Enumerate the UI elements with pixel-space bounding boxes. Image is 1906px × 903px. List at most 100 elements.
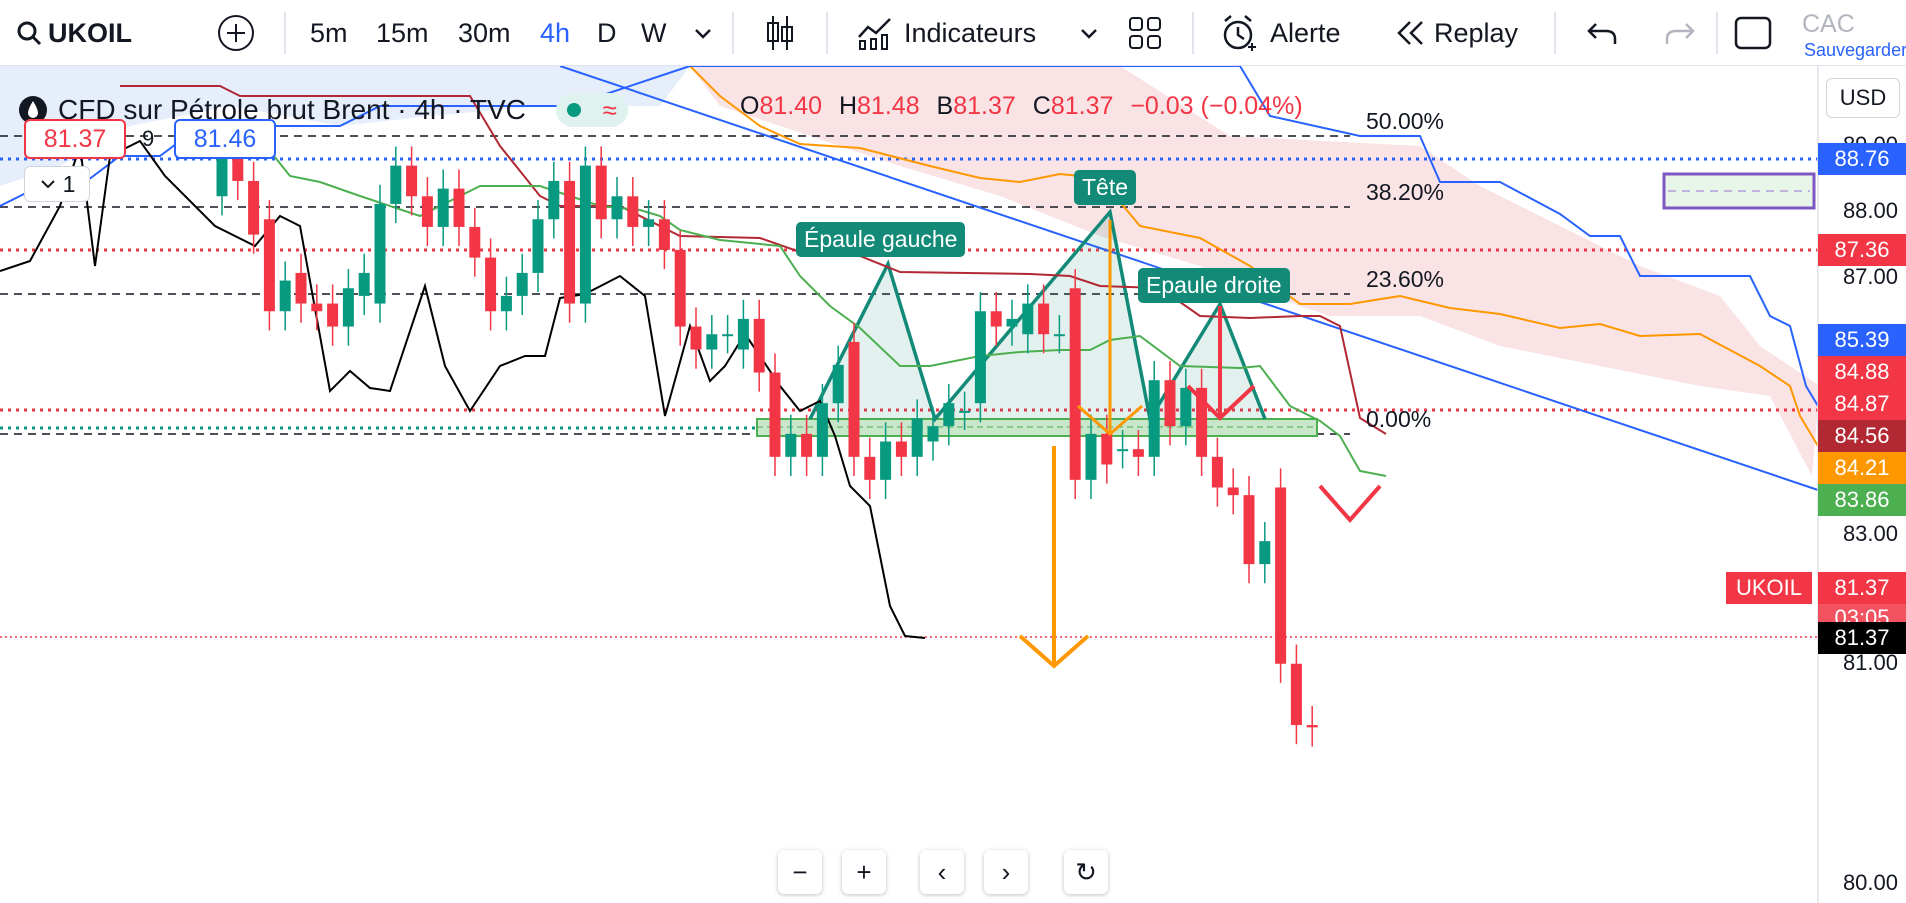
candle bbox=[832, 364, 844, 404]
indicators-dropdown[interactable] bbox=[1078, 0, 1100, 66]
chart-type-button[interactable] bbox=[764, 0, 796, 66]
interval-d[interactable]: D bbox=[597, 0, 617, 66]
interval-4h[interactable]: 4h bbox=[540, 0, 570, 66]
interval-dropdown[interactable] bbox=[692, 0, 714, 66]
symbol-search[interactable]: UKOIL bbox=[16, 0, 132, 66]
top-toolbar: UKOIL 5m 15m 30m 4h D W Indicateurs Aler… bbox=[0, 0, 1906, 66]
price-tag: 87.36 bbox=[1818, 234, 1906, 266]
ichimoku-leading-blue bbox=[0, 66, 1819, 407]
price-chart[interactable] bbox=[0, 66, 1906, 903]
candle bbox=[485, 257, 497, 312]
candle bbox=[658, 219, 670, 250]
alert-label: Alerte bbox=[1270, 17, 1341, 48]
candle bbox=[390, 165, 402, 204]
chart-pane[interactable]: CFD sur Pétrole brut Brent · 4h · TVC ≈ … bbox=[0, 66, 1906, 903]
candle bbox=[769, 372, 781, 457]
indicators-button[interactable]: Indicateurs bbox=[856, 0, 1036, 66]
separator bbox=[826, 12, 828, 54]
lots-selector[interactable]: 1 bbox=[24, 166, 90, 202]
redo-button[interactable] bbox=[1664, 0, 1696, 66]
layouts-button[interactable] bbox=[1128, 0, 1162, 66]
candle bbox=[1038, 303, 1050, 335]
candle bbox=[406, 165, 418, 197]
label-left-shoulder[interactable]: Épaule gauche bbox=[796, 222, 966, 257]
interval-30m[interactable]: 30m bbox=[458, 0, 511, 66]
interval-label: D bbox=[597, 17, 617, 48]
reset-chart-button[interactable]: ↻ bbox=[1064, 850, 1108, 894]
chevron-down-icon bbox=[40, 180, 55, 189]
candle bbox=[421, 196, 433, 227]
sell-button[interactable]: 81.37 bbox=[24, 119, 126, 159]
candle bbox=[1243, 495, 1255, 565]
candle bbox=[864, 456, 876, 480]
nav-label: ‹ bbox=[937, 856, 947, 887]
candle bbox=[927, 426, 939, 442]
interval-label: 4h bbox=[540, 17, 571, 48]
candle bbox=[327, 303, 339, 327]
separator bbox=[284, 12, 286, 54]
ichimoku-chikou bbox=[0, 139, 926, 639]
zoom-out-button[interactable]: − bbox=[778, 850, 822, 894]
symbol-legend[interactable]: CFD sur Pétrole brut Brent · 4h · TVC ≈ bbox=[18, 90, 628, 130]
compare-button[interactable] bbox=[216, 0, 256, 66]
interval-label: 15m bbox=[376, 17, 429, 48]
red-arrow-shoulder bbox=[1186, 384, 1256, 421]
candle bbox=[358, 272, 370, 296]
interval-w[interactable]: W bbox=[641, 0, 666, 66]
candle bbox=[722, 334, 734, 337]
replay-label: Replay bbox=[1434, 17, 1519, 48]
candle bbox=[595, 165, 607, 220]
separator bbox=[732, 12, 734, 54]
interval-5m[interactable]: 5m bbox=[310, 0, 348, 66]
head-height-arrowhead bbox=[1077, 404, 1143, 436]
candle bbox=[1306, 725, 1318, 728]
candle bbox=[785, 433, 797, 457]
save-layout[interactable]: CAC Sauvegarder bbox=[1800, 8, 1906, 64]
label-head[interactable]: Tête bbox=[1074, 170, 1137, 205]
candle bbox=[674, 249, 686, 327]
alert-button[interactable]: Alerte bbox=[1220, 0, 1341, 66]
buy-button[interactable]: 81.46 bbox=[174, 119, 276, 159]
rewind-icon bbox=[1397, 21, 1423, 45]
candle bbox=[690, 326, 702, 350]
candle bbox=[1117, 449, 1129, 452]
market-open-dot-icon bbox=[566, 103, 581, 117]
fib-label-0: 0.00% bbox=[1366, 406, 1432, 432]
status-pill[interactable]: ≈ bbox=[555, 93, 628, 127]
head-shoulders-pattern bbox=[808, 208, 1267, 424]
axis-tick: 87.00 bbox=[1842, 264, 1898, 289]
candle bbox=[1164, 380, 1176, 427]
candle bbox=[279, 280, 291, 312]
candle bbox=[611, 196, 623, 220]
candle bbox=[1132, 449, 1144, 457]
fullscreen-button[interactable] bbox=[1734, 0, 1772, 66]
ohlc-values: O81.40 H81.48 B81.37 C81.37 −0.03 (−0.04… bbox=[740, 92, 1303, 121]
candle bbox=[295, 272, 307, 304]
replay-button[interactable]: Replay bbox=[1394, 0, 1518, 66]
undo-button[interactable] bbox=[1586, 0, 1618, 66]
indicators-label: Indicateurs bbox=[904, 17, 1037, 48]
candle bbox=[263, 219, 275, 312]
save-label: Sauvegarder bbox=[1804, 40, 1906, 60]
symbol-tag: UKOIL bbox=[1726, 572, 1812, 604]
layout-name: CAC bbox=[1802, 10, 1855, 38]
zoom-in-button[interactable]: + bbox=[842, 850, 886, 894]
candle bbox=[453, 188, 465, 227]
ichimoku-conversion-line bbox=[249, 125, 1387, 477]
currency-selector[interactable]: USD bbox=[1826, 78, 1900, 118]
interval-15m[interactable]: 15m bbox=[376, 0, 429, 66]
undo-icon bbox=[1587, 23, 1617, 44]
label-right-shoulder[interactable]: Epaule droite bbox=[1138, 268, 1290, 303]
candle bbox=[643, 219, 655, 227]
candle bbox=[1148, 380, 1160, 457]
price-tag: 83.86 bbox=[1818, 484, 1906, 516]
close-value: 81.37 bbox=[1050, 92, 1114, 120]
candle bbox=[579, 165, 591, 304]
candle bbox=[564, 180, 576, 304]
red-arrow-breakout bbox=[1318, 484, 1382, 524]
square-icon bbox=[1734, 16, 1772, 50]
scroll-right-button[interactable]: › bbox=[984, 850, 1028, 894]
price-tag: 84.87 bbox=[1818, 388, 1906, 420]
scroll-left-button[interactable]: ‹ bbox=[920, 850, 964, 894]
low-key: B bbox=[936, 92, 954, 120]
